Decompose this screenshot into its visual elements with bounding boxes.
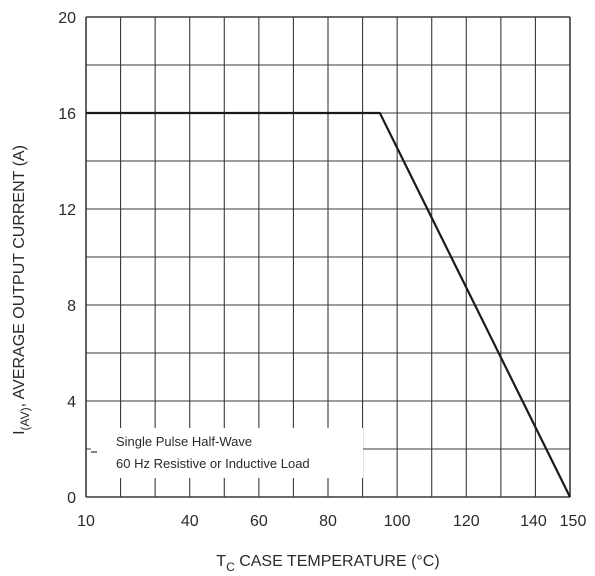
x-tick-label: 120: [453, 513, 480, 530]
x-tick-labels: 10 40 60 80 100 120 140 150: [77, 513, 586, 530]
annotation-line-1: Single Pulse Half-Wave: [116, 434, 252, 449]
annotation-line-2: 60 Hz Resistive or Inductive Load: [116, 456, 310, 471]
y-tick-label: 12: [58, 202, 76, 219]
x-tick-label: 40: [181, 513, 199, 530]
x-tick-label: 10: [77, 513, 95, 530]
y-tick-label: 0: [67, 490, 76, 507]
y-tick-label: 8: [67, 298, 76, 315]
annotation-background: [91, 428, 363, 478]
y-axis-label-sub: (AV): [18, 407, 32, 430]
y-tick-label: 20: [58, 10, 76, 27]
y-tick-label: 16: [58, 106, 76, 123]
y-axis-label-rest: , AVERAGE OUTPUT CURRENT (A): [11, 145, 28, 407]
x-tick-label: 100: [384, 513, 411, 530]
x-axis-label-rest: CASE TEMPERATURE (°C): [235, 553, 440, 570]
x-tick-label: 60: [250, 513, 268, 530]
x-axis-label-sub: C: [226, 560, 235, 574]
y-tick-label: 4: [67, 394, 76, 411]
x-tick-label: 140: [520, 513, 547, 530]
y-axis-label: I(AV), AVERAGE OUTPUT CURRENT (A): [11, 145, 32, 435]
grid-lines: [85, 16, 571, 498]
x-tick-label: 80: [319, 513, 337, 530]
annotation-box: Single Pulse Half-Wave 60 Hz Resistive o…: [91, 428, 363, 478]
series-group: [86, 111, 571, 498]
y-tick-labels: 0 4 8 12 16 20: [58, 10, 76, 507]
x-axis-label: TC CASE TEMPERATURE (°C): [216, 553, 439, 574]
series-line: [86, 111, 571, 498]
y-axis-label-main: I: [11, 430, 28, 434]
x-tick-label: 150: [560, 513, 587, 530]
x-axis-label-main: T: [216, 553, 226, 570]
